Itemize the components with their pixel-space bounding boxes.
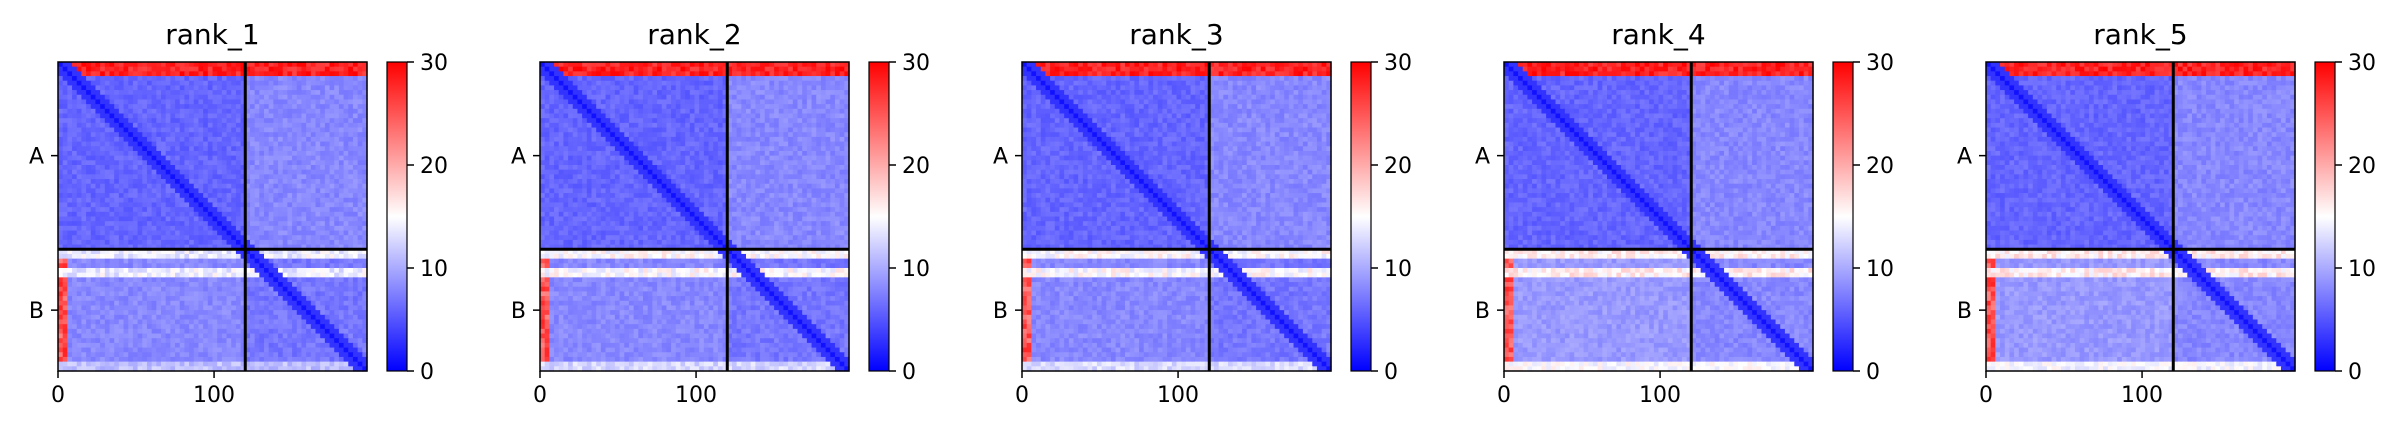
pae-heatmap: [1504, 62, 1814, 372]
y-tick-label-chain-B: B: [1957, 299, 1972, 324]
y-tick-label-chain-B: B: [993, 299, 1008, 324]
x-tick-label: 100: [2121, 383, 2163, 408]
pae-heatmap: [58, 62, 368, 372]
panel-2: rank_2 0 100 A B 0 10 20 30: [511, 18, 930, 408]
x-tick-label: 100: [193, 383, 235, 408]
x-tick-label: 0: [533, 383, 547, 408]
colorbar-tick-label: 10: [1866, 257, 1894, 282]
pae-heatmap: [1986, 62, 2296, 372]
y-tick-label-chain-A: A: [1957, 145, 1972, 170]
x-tick-label: 0: [1979, 383, 1993, 408]
y-tick-label-chain-B: B: [511, 299, 526, 324]
colorbar: [2314, 61, 2336, 372]
panel-5: rank_5 0 100 A B 0 10 20 30: [1957, 18, 2376, 408]
y-tick-label-chain-B: B: [29, 299, 44, 324]
colorbar-tick-label: 0: [902, 360, 916, 385]
colorbar: [1832, 61, 1854, 372]
x-tick-label: 0: [51, 383, 65, 408]
panel-title: rank_4: [1611, 18, 1705, 51]
x-tick-label: 0: [1497, 383, 1511, 408]
colorbar-tick-label: 20: [902, 154, 930, 179]
axes-frame: [539, 61, 850, 372]
x-tick-label: 100: [675, 383, 717, 408]
pae-heatmap: [540, 62, 850, 372]
colorbar-tick-label: 20: [2348, 154, 2376, 179]
colorbar-tick-label: 0: [1384, 360, 1398, 385]
y-tick-label-chain-A: A: [1475, 145, 1490, 170]
axes-frame: [1503, 61, 1814, 372]
y-tick-label-chain-A: A: [511, 145, 526, 170]
y-tick-label-chain-A: A: [993, 145, 1008, 170]
colorbar-tick-label: 10: [2348, 257, 2376, 282]
colorbar: [386, 61, 408, 372]
axes-frame: [1985, 61, 2296, 372]
colorbar-tick-label: 10: [1384, 257, 1412, 282]
panel-4: rank_4 0 100 A B 0 10 20 30: [1475, 18, 1894, 408]
colorbar-tick-label: 0: [420, 360, 434, 385]
y-tick-label-chain-A: A: [29, 145, 44, 170]
colorbar: [868, 61, 890, 372]
colorbar-tick-label: 20: [420, 154, 448, 179]
colorbar-tick-label: 0: [1866, 360, 1880, 385]
colorbar-tick-label: 30: [2348, 51, 2376, 76]
colorbar-tick-label: 20: [1866, 154, 1894, 179]
colorbar-tick-label: 30: [1384, 51, 1412, 76]
colorbar-tick-label: 10: [902, 257, 930, 282]
panel-3: rank_3 0 100 A B 0 10 20 30: [993, 18, 1412, 408]
colorbar: [1350, 61, 1372, 372]
x-tick-label: 0: [1015, 383, 1029, 408]
panel-title: rank_1: [165, 18, 259, 51]
pae-heatmap: [1022, 62, 1332, 372]
colorbar-tick-label: 30: [1866, 51, 1894, 76]
panel-title: rank_2: [647, 18, 741, 51]
axes-frame: [1021, 61, 1332, 372]
y-tick-label-chain-B: B: [1475, 299, 1490, 324]
panel-title: rank_3: [1129, 18, 1223, 51]
colorbar-tick-label: 0: [2348, 360, 2362, 385]
colorbar-tick-label: 30: [902, 51, 930, 76]
colorbar-tick-label: 10: [420, 257, 448, 282]
colorbar-tick-label: 20: [1384, 154, 1412, 179]
x-tick-label: 100: [1157, 383, 1199, 408]
panel-title: rank_5: [2093, 18, 2187, 51]
axes-frame: [57, 61, 368, 372]
x-tick-label: 100: [1639, 383, 1681, 408]
colorbar-tick-label: 30: [420, 51, 448, 76]
panel-1: rank_1 0 100 A B 0 10 20 30: [29, 18, 448, 408]
